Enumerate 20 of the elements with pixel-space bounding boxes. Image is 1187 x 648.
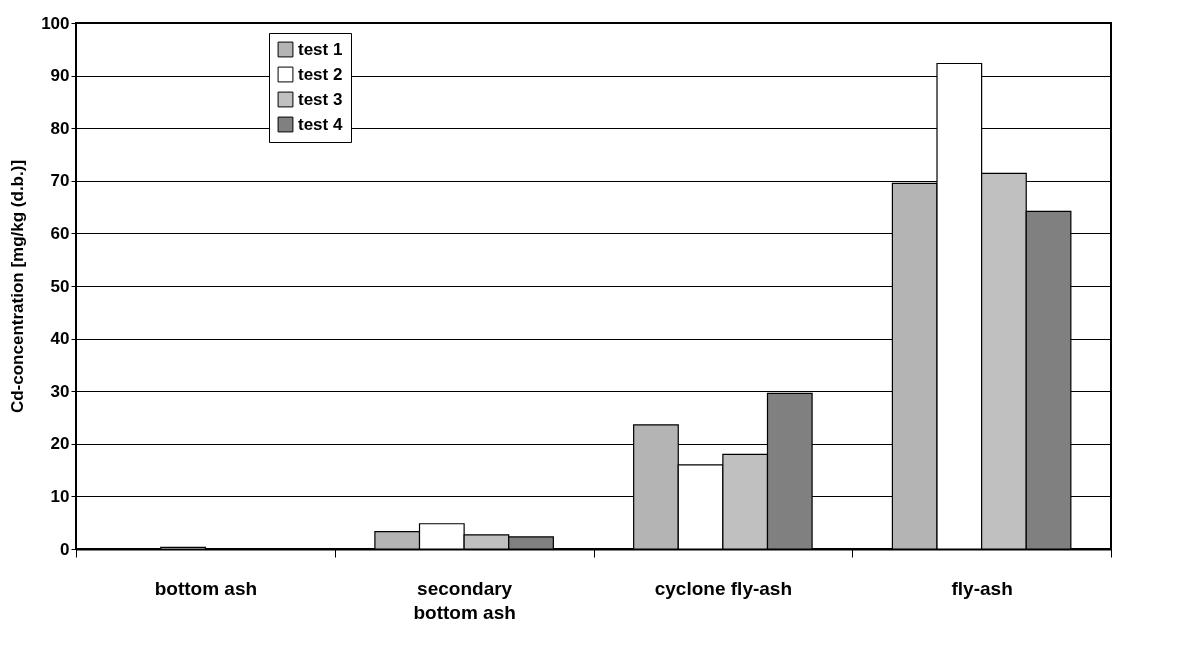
y-tick-label: 70	[50, 171, 70, 191]
x-tick-label: cyclone fly-ash	[654, 577, 793, 599]
y-tick-label: 30	[50, 381, 70, 401]
legend-label: test 2	[298, 64, 343, 84]
x-tick-label: fly-ash	[951, 577, 1013, 599]
y-tick-label: 50	[50, 276, 70, 296]
y-tick-label: 20	[50, 434, 70, 454]
y-tick-label: 80	[50, 118, 70, 138]
x-tick-label: secondary bottom ash	[413, 577, 516, 623]
y-axis-title: Cd-concentration [mg/kg (d.b.)]	[8, 159, 28, 414]
y-tick-label: 90	[50, 66, 70, 86]
y-tick-label: 100	[41, 13, 70, 33]
x-tick-label: bottom ash	[154, 577, 258, 599]
legend-label: test 4	[298, 114, 343, 134]
y-tick-label: 10	[50, 486, 70, 506]
y-tick-label: 60	[50, 223, 70, 243]
y-tick-label: 40	[50, 329, 70, 349]
y-tick-label: 0	[60, 539, 70, 559]
legend-label: test 1	[298, 39, 343, 59]
legend-label: test 3	[298, 89, 343, 109]
